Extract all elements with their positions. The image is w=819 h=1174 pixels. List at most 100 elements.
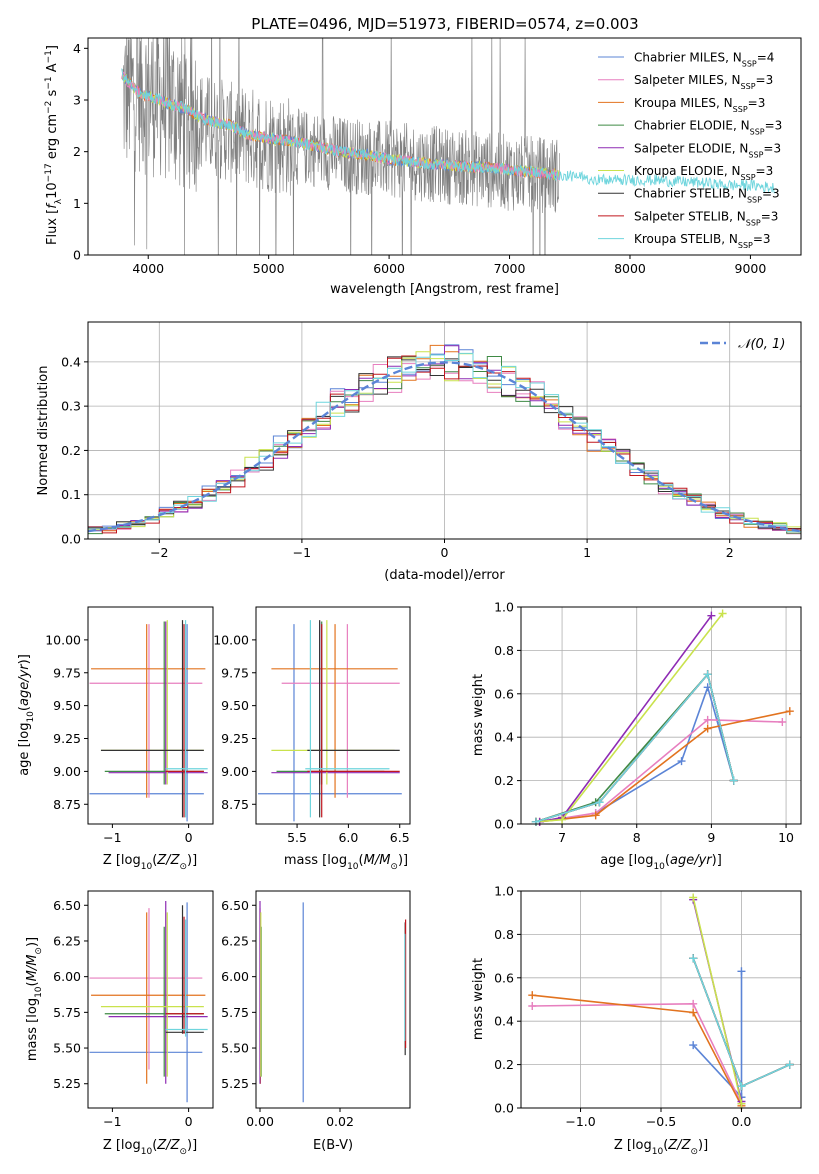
weight-line-salpeter_elodie	[539, 615, 713, 823]
x-tick-label: −1.0	[565, 1114, 595, 1129]
y-tick-label: 0.0	[61, 532, 81, 547]
weight-marker-kroupa_stelib	[737, 1082, 746, 1091]
weight-marker-salpeter_miles	[528, 1002, 537, 1011]
age-vs-Z-panel: −1 0 8.75 9.00 9.25 9.50 9.75 10.00 Z [log10(Z/Z…	[17, 606, 214, 872]
x-tick-label: 7000	[494, 261, 526, 276]
y-axis-label: age [log10(age/yr)]	[17, 654, 36, 776]
y-tick-label: 1.0	[494, 884, 514, 899]
y-tick-label: 6.00	[53, 969, 81, 984]
weight-marker-kroupa_elodie	[718, 609, 727, 618]
x-axis-label: wavelength [Angstrom, rest frame]	[330, 282, 559, 297]
y-tick-label: 0.1	[61, 487, 81, 502]
y-tick-label: 9.00	[221, 764, 249, 779]
x-tick-label: 7	[558, 830, 566, 845]
figure-title: PLATE=0496, MJD=51973, FIBERID=0574, z=0…	[251, 15, 638, 33]
errorbar-plot-area	[259, 900, 407, 1103]
weight-marker-chabrier_miles	[689, 1041, 698, 1050]
weight-line-chabrier_miles	[595, 684, 735, 814]
y-tick-label: 5.75	[53, 1005, 81, 1020]
y-tick-label: 0.2	[494, 1057, 514, 1072]
x-axis-label: Z [log10(Z/Z⊙)]	[614, 1138, 708, 1157]
legend-entry: Kroupa ELODIE, NSSP=3	[634, 164, 773, 182]
y-tick-label: 6.50	[221, 898, 249, 913]
x-axis-label: (data-model)/error	[384, 568, 505, 583]
y-tick-label: 0.4	[61, 354, 81, 369]
y-tick-label: 6.00	[221, 969, 249, 984]
axes-frame	[87, 890, 214, 1109]
weight-marker-kroupa_elodie	[689, 893, 698, 902]
weight-marker-kroupa_miles	[528, 991, 537, 1000]
weight-plot-area	[528, 893, 794, 1110]
x-tick-label: 6000	[373, 261, 405, 276]
legend-entry: Chabrier ELODIE, NSSP=3	[634, 119, 782, 137]
weight-marker-kroupa_stelib	[785, 1060, 794, 1069]
weight-marker-salpeter_miles	[778, 718, 787, 727]
histogram-kroupa_stelib	[88, 352, 801, 533]
y-tick-label: 9.25	[221, 731, 249, 746]
errorbar-plot-area	[258, 620, 402, 822]
x-axis-label: mass [log10(M/M⊙)]	[284, 853, 408, 872]
errorbar-plot-area	[89, 900, 208, 1103]
weight-marker-salpeter_miles	[689, 999, 698, 1008]
y-tick-label: 9.75	[53, 665, 81, 680]
mass-weight-vs-Z-panel: −1.0 −0.5 0.0 0.0 0.2 0.4 0.6 0.8 1.0 Z [log10(Z/…	[471, 884, 802, 1157]
observed-spectrum-line	[122, 38, 560, 255]
y-tick-label: 9.75	[221, 665, 249, 680]
y-tick-label: 0.3	[61, 399, 81, 414]
normal-distribution-curve	[88, 361, 801, 533]
y-tick-label: 9.50	[53, 698, 81, 713]
y-tick-label: 6.50	[53, 898, 81, 913]
legend-entry: 𝒩(0, 1)	[738, 337, 785, 352]
x-tick-label: −1	[293, 545, 311, 560]
y-axis-label: mass weight	[471, 958, 486, 1040]
y-tick-label: 0.4	[494, 1014, 514, 1029]
errorbar-plot-area	[89, 620, 208, 822]
weight-marker-kroupa_stelib	[703, 670, 712, 679]
legend-entry: Salpeter MILES, NSSP=3	[634, 73, 773, 91]
weight-line-kroupa_miles	[532, 994, 743, 1107]
y-axis-label: mass weight	[471, 674, 486, 756]
y-tick-label: 5.25	[53, 1076, 81, 1091]
axes-frame	[87, 37, 802, 256]
y-tick-label: 9.25	[53, 731, 81, 746]
mass-vs-ebv-panel: 0.00 0.02 5.25 5.50 5.75 6.00 6.25 6.50 E(B-V)	[221, 890, 411, 1153]
y-tick-label: 6.25	[53, 933, 81, 948]
y-tick-label: 0.0	[494, 1101, 514, 1116]
weight-marker-salpeter_elodie	[707, 611, 716, 620]
weight-marker-chabrier_miles	[737, 967, 746, 976]
y-tick-label: 9.00	[53, 764, 81, 779]
y-tick-label: 6.25	[221, 933, 249, 948]
residuals-plot-area	[88, 344, 801, 537]
weight-marker-kroupa_elodie	[558, 815, 567, 824]
weight-marker-kroupa_stelib	[595, 798, 604, 807]
y-tick-label: 0.4	[494, 730, 514, 745]
weight-plot-area	[531, 609, 794, 826]
y-tick-label: 0.6	[494, 970, 514, 985]
x-axis-label: E(B-V)	[313, 1138, 353, 1153]
y-axis-label: mass [log10(M/M⊙)]	[25, 937, 44, 1061]
x-tick-label: 9	[707, 830, 715, 845]
weight-marker-kroupa_miles	[591, 811, 600, 820]
legend-entry: Chabrier STELIB, NSSP=3	[634, 187, 780, 205]
y-tick-label: 0.2	[494, 773, 514, 788]
y-tick-label: 0.8	[494, 643, 514, 658]
y-tick-label: 3	[73, 93, 81, 108]
x-tick-label: 8000	[614, 261, 646, 276]
age-vs-mass-panel: 5.5 6.0 6.5 8.75 9.00 9.25 9.50 9.75 10.00 mass […	[213, 606, 411, 872]
weight-line-kroupa_miles	[539, 710, 790, 823]
x-tick-label: 5000	[253, 261, 285, 276]
x-tick-label: 4000	[132, 261, 164, 276]
spectrum-plot-area	[121, 38, 775, 255]
weight-line-kroupa_elodie	[535, 613, 724, 823]
legend-entry: Salpeter STELIB, NSSP=3	[634, 209, 778, 227]
axes-frame	[255, 890, 411, 1109]
x-tick-label: 0.00	[246, 1114, 274, 1129]
y-tick-label: 10.00	[45, 632, 81, 647]
y-tick-label: 9.50	[221, 698, 249, 713]
weight-marker-kroupa_stelib	[531, 817, 540, 826]
residuals-panel: −2 −1 0 1 2 0.0 0.1 0.2 0.3 0.4 (data-model)/error…	[36, 321, 802, 583]
y-tick-label: 5.50	[221, 1041, 249, 1056]
mass-weight-vs-age-panel: 7 8 9 10 0.0 0.2 0.4 0.6 0.8 1.0 age [log10(age/yr…	[471, 600, 802, 872]
y-tick-label: 0.6	[494, 686, 514, 701]
